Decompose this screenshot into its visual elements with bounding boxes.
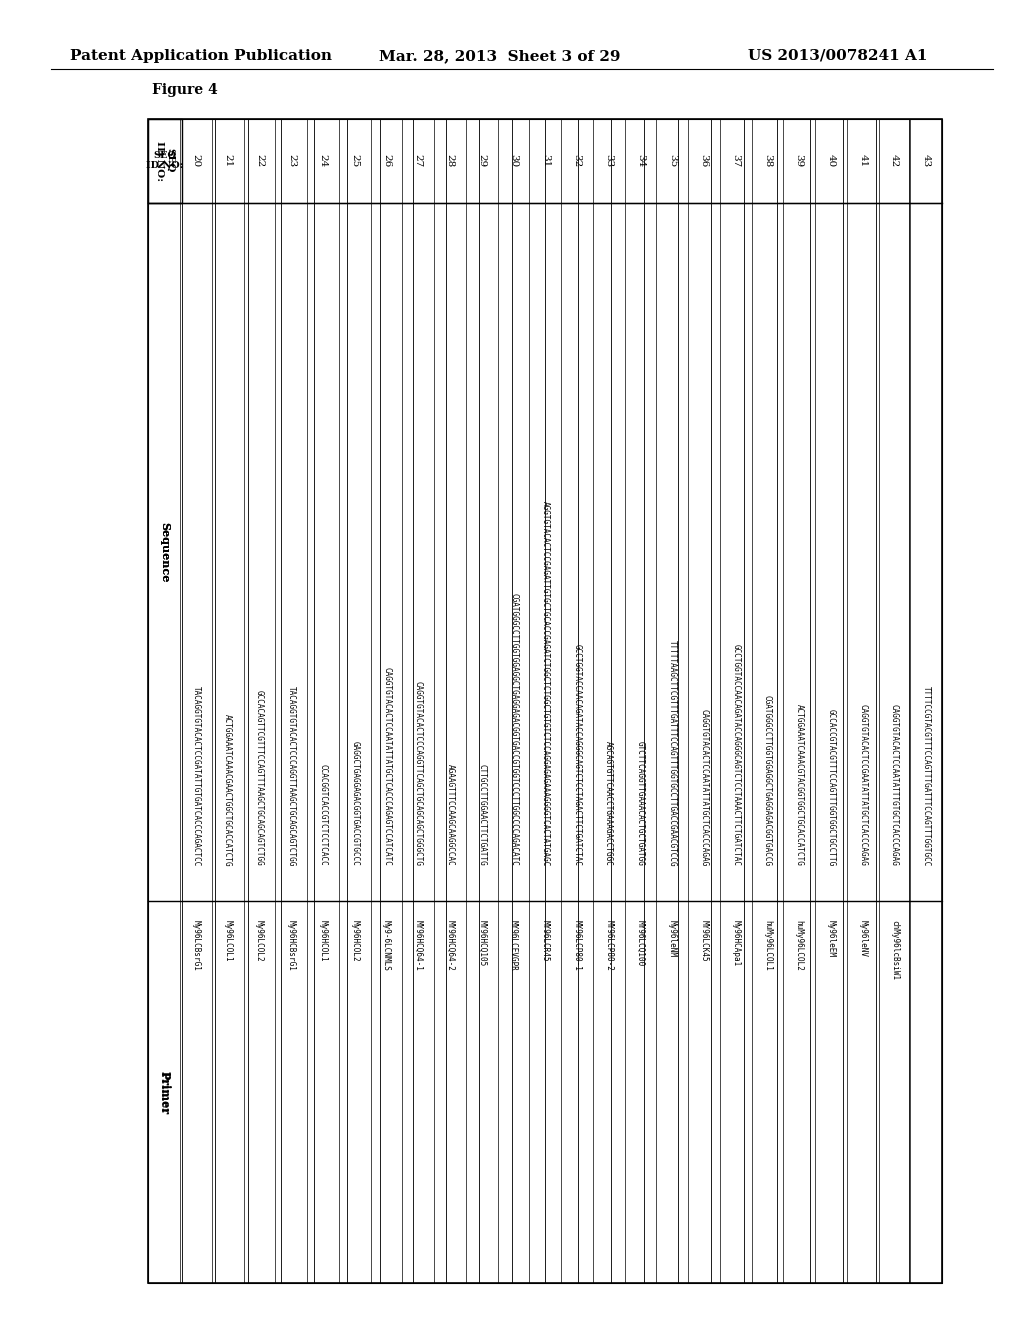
Text: Primer: Primer: [160, 1071, 171, 1114]
Text: My96HCApa1: My96HCApa1: [731, 920, 740, 966]
Text: 25: 25: [350, 154, 359, 168]
Text: Mar. 28, 2013  Sheet 3 of 29: Mar. 28, 2013 Sheet 3 of 29: [379, 49, 621, 63]
Text: MY96HCQ105: MY96HCQ105: [477, 920, 486, 966]
Text: GCCACCGTACGTTTCCAGTTTGGTGGCTGCCTTG: GCCACCGTACGTTTCCAGTTTGGTGGCTGCCTTG: [826, 709, 836, 866]
Text: CTTGCCTTGGAACTTCTGATTG: CTTGCCTTGGAACTTCTGATTG: [477, 764, 486, 866]
Text: 34: 34: [636, 154, 645, 168]
Text: MY96LCP80-2: MY96LCP80-2: [604, 920, 613, 972]
Text: AGGTGTACACTCCGAGATTGTGCTGCACCGAGATCTGGCTCTGGCTGTGTCTCCAGGAGAGAAAGGGGTCACTATGAGC: AGGTGTACACTCCGAGATTGTGCTGCACCGAGATCTGGCT…: [541, 500, 550, 866]
Text: Sequence: Sequence: [159, 521, 170, 582]
Text: TACAGGTGTACACTCCGATATTGTGATCACCCAGACTCC: TACAGGTGTACACTCCGATATTGTGATCACCCAGACTCC: [191, 686, 201, 866]
Text: My96LCOL1: My96LCOL1: [223, 920, 232, 962]
Text: US 2013/0078241 A1: US 2013/0078241 A1: [748, 49, 927, 63]
Text: MY96LCQ100: MY96LCQ100: [636, 920, 645, 966]
Text: CGATGGGCCTTGGTGGAGGCTGAGGAGACGGTGACCGTGGTCCCTTGGCCCCAGACATC: CGATGGGCCTTGGTGGAGGCTGAGGAGACGGTGACCGTGG…: [509, 594, 518, 866]
Text: 32: 32: [572, 154, 582, 168]
Text: Sequence: Sequence: [160, 521, 171, 582]
Text: MY96HCQ64-1: MY96HCQ64-1: [414, 920, 423, 972]
Text: 42: 42: [890, 154, 899, 168]
Text: huMy96LCOL1: huMy96LCOL1: [763, 920, 772, 972]
Text: CGATGGGCCTTGGTGGAGGCTGAGGAGACGGTGACCG: CGATGGGCCTTGGTGGAGGCTGAGGAGACGGTGACCG: [763, 696, 772, 866]
Text: CAGGTGTACACTCCGAATATTATGCTCACCCAGAG: CAGGTGTACACTCCGAATATTATGCTCACCCAGAG: [858, 705, 867, 866]
Text: MY96LCK45: MY96LCK45: [699, 920, 709, 962]
Text: My96LCBsrG1: My96LCBsrG1: [191, 920, 201, 972]
Text: 26: 26: [382, 154, 391, 168]
Text: AGAAGTTTCCAAGCAAGGCCAC: AGAAGTTTCCAAGCAAGGCCAC: [445, 764, 455, 866]
Text: 22: 22: [255, 154, 264, 168]
Text: SEQ
ID NO:: SEQ ID NO:: [156, 141, 175, 181]
Text: GCCACAGTTCGTTTCCAGTTTAAGCTGCAGCAGTCTGG: GCCACAGTTCGTTTCCAGTTTAAGCTGCAGCAGTCTGG: [255, 690, 264, 866]
Text: 30: 30: [509, 154, 518, 168]
Text: My96HCOL1: My96HCOL1: [318, 920, 328, 962]
Text: My96LCOL2: My96LCOL2: [255, 920, 264, 962]
Text: 31: 31: [541, 154, 550, 168]
Text: MY96LCEVGPR: MY96LCEVGPR: [509, 920, 518, 972]
Text: GCCTGGTACCAACAGATACCAGGGCAGTCTCCTAAACTTCTGATCTAC: GCCTGGTACCAACAGATACCAGGGCAGTCTCCTAAACTTC…: [731, 644, 740, 866]
Text: 33: 33: [604, 154, 613, 168]
Text: huMy96LCOL2: huMy96LCOL2: [795, 920, 804, 972]
Text: TTTTCCGTACGTTTCCAGTTTGATTTCCAGTTTGGTGCC: TTTTCCGTACGTTTCCAGTTTGATTTCCAGTTTGGTGCC: [922, 686, 931, 866]
Text: 21: 21: [223, 154, 232, 168]
Text: My96HCBsrG1: My96HCBsrG1: [287, 920, 296, 972]
Text: TACAGGTGTACACTCCCAGGTTAAGCTGCAGCAGTCTGG: TACAGGTGTACACTCCCAGGTTAAGCTGCAGCAGTCTGG: [287, 686, 296, 866]
Text: 41: 41: [858, 154, 867, 168]
Text: 38: 38: [763, 154, 772, 168]
Text: AGCAGTGTTCAACCTGAAAGACCTGGC: AGCAGTGTTCAACCTGAAAGACCTGGC: [604, 742, 613, 866]
Text: GCCTGGTACCAACAGATACCAGGGCAGTCTCCTAGACTTCTGATCTAC: GCCTGGTACCAACAGATACCAGGGCAGTCTCCTAGACTTC…: [572, 644, 582, 866]
Text: CCACGGTCACCGTCTCCTCACC: CCACGGTCACCGTCTCCTCACC: [318, 764, 328, 866]
Text: 24: 24: [318, 154, 328, 168]
Text: My96HCOL2: My96HCOL2: [350, 920, 359, 962]
Text: ACTGGAAATCAAACGAACTGGCTGCACCATCTG: ACTGGAAATCAAACGAACTGGCTGCACCATCTG: [223, 714, 232, 866]
Text: Primer: Primer: [159, 1071, 170, 1114]
Text: 29: 29: [477, 154, 486, 168]
Text: CAGGTGTACACTCCAATATTTGTGCTCACCCAGAG: CAGGTGTACACTCCAATATTTGTGCTCACCCAGAG: [890, 705, 899, 866]
Text: 28: 28: [445, 154, 455, 168]
Text: MY96HCQ64-2: MY96HCQ64-2: [445, 920, 455, 972]
Text: My96leNM: My96leNM: [668, 920, 677, 957]
Text: MY96LCP80-1: MY96LCP80-1: [572, 920, 582, 972]
Text: TTTTTAAGCTTCGTTTGATTTCCAGTTTGGTGCCTTGACCGAACGTCCG: TTTTTAAGCTTCGTTTGATTTCCAGTTTGGTGCCTTGACC…: [668, 640, 677, 866]
Text: SEQ
ID NO:: SEQ ID NO:: [145, 150, 183, 170]
Text: CAGGTGTACACTCCAATATTATGCTCACCCAGAGTCCATCATC: CAGGTGTACACTCCAATATTATGCTCACCCAGAGTCCATC…: [382, 668, 391, 866]
Text: 37: 37: [731, 154, 740, 168]
Text: 43: 43: [922, 154, 931, 168]
Text: chMy96lcBsiW1: chMy96lcBsiW1: [890, 920, 899, 981]
Text: 35: 35: [668, 154, 677, 168]
Text: 40: 40: [826, 154, 836, 168]
Text: GTCTTCAGGTTGAAACACTGCTGATGG: GTCTTCAGGTTGAAACACTGCTGATGG: [636, 742, 645, 866]
Text: CAGGTGTACACTCCAATATTATGCTCACCCAGAG: CAGGTGTACACTCCAATATTATGCTCACCCAGAG: [699, 709, 709, 866]
Text: 27: 27: [414, 154, 423, 168]
Text: My96leNV: My96leNV: [858, 920, 867, 957]
Text: 23: 23: [287, 154, 296, 168]
Text: ACTGGAAATCAAACGTACGGTGGCTGCACCATCTG: ACTGGAAATCAAACGTACGGTGGCTGCACCATCTG: [795, 705, 804, 866]
Text: GAGGCTGAGGAGACGGTGACCGTGCCC: GAGGCTGAGGAGACGGTGACCGTGCCC: [350, 742, 359, 866]
Text: 20: 20: [191, 154, 201, 168]
Text: Figure 4: Figure 4: [152, 83, 217, 98]
Text: Patent Application Publication: Patent Application Publication: [70, 49, 332, 63]
Text: 36: 36: [699, 154, 709, 168]
Text: 39: 39: [795, 154, 804, 168]
Text: MY96LCR45: MY96LCR45: [541, 920, 550, 962]
Text: CAGGTGTACACTCCCAGGTTCAGCTGCAGCAGCTGGGCTG: CAGGTGTACACTCCCAGGTTCAGCTGCAGCAGCTGGGCTG: [414, 681, 423, 866]
Text: My9-6LCNMLS: My9-6LCNMLS: [382, 920, 391, 972]
Text: My96leEM: My96leEM: [826, 920, 836, 957]
